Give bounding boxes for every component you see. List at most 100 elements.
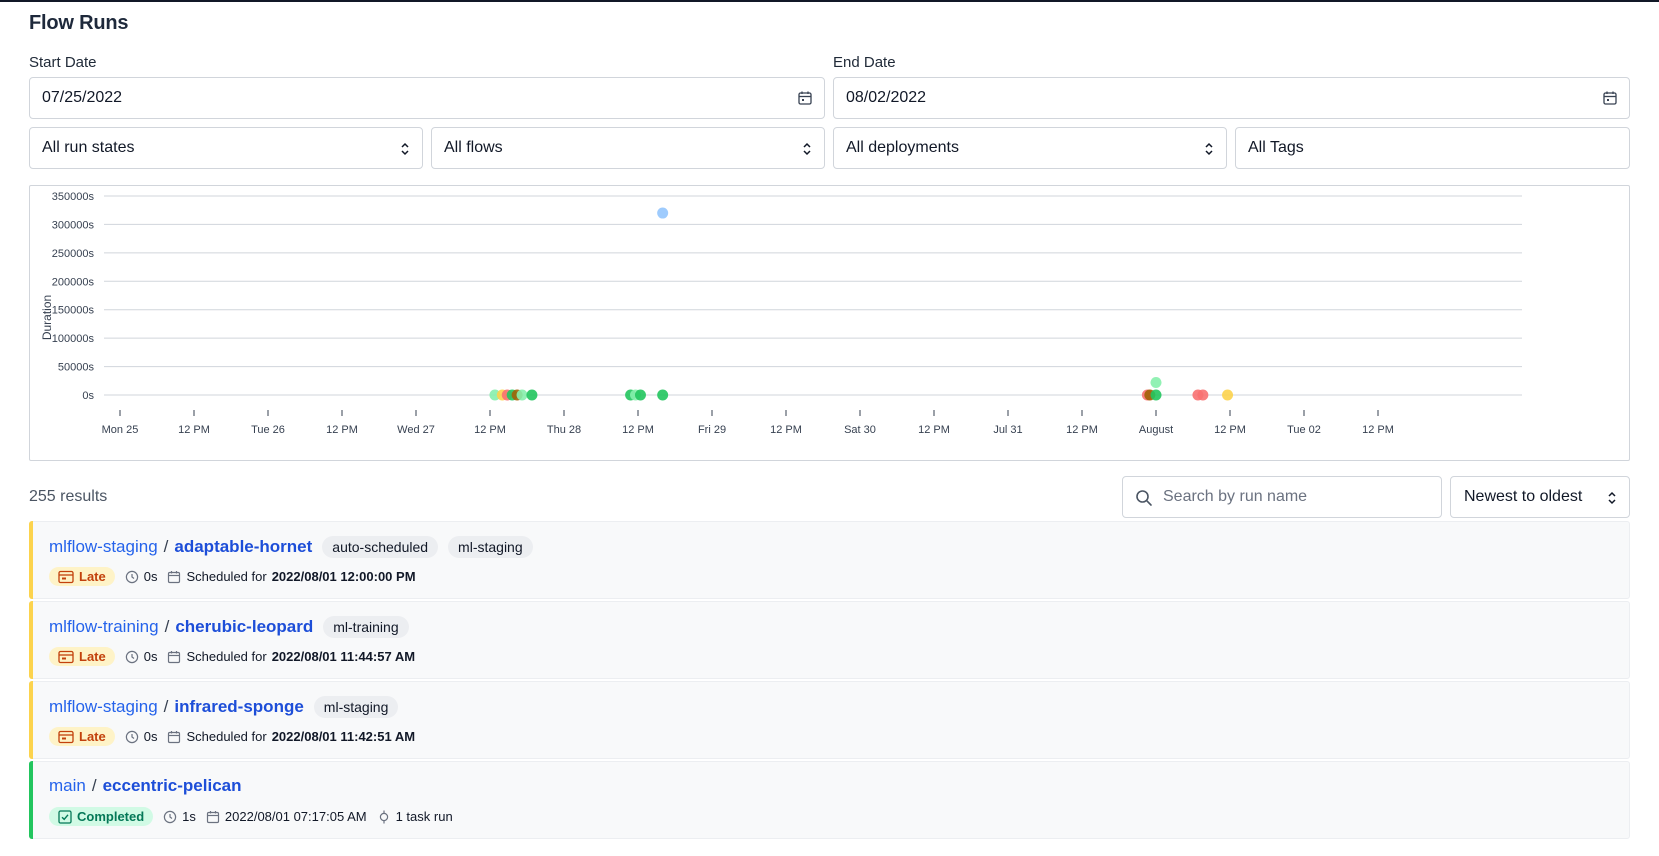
flows-value: All flows — [444, 139, 503, 156]
x-tick-label: Thu 28 — [547, 424, 581, 436]
y-tick-label: 300000s — [52, 219, 95, 231]
sort-value: Newest to oldest — [1464, 488, 1583, 505]
start-date-value: 07/25/2022 — [42, 89, 123, 106]
state-bar — [29, 761, 33, 839]
chart-point-completed[interactable] — [634, 389, 646, 401]
flow-name-link[interactable]: main — [49, 776, 86, 795]
flow-run-card[interactable]: main / eccentric-pelican Completed 1s 2022/08… — [29, 761, 1630, 839]
start-date-input[interactable]: 07/25/2022 — [29, 77, 825, 119]
title-separator: / — [163, 697, 169, 716]
y-tick-label: 200000s — [52, 276, 95, 288]
state-bar — [29, 681, 33, 759]
flow-run-card[interactable]: mlflow-staging / infrared-sponge ml-staging… — [29, 681, 1630, 759]
sort-select[interactable]: Newest to oldest — [1450, 476, 1630, 518]
flow-run-card[interactable]: mlflow-staging / adaptable-hornet auto-sche… — [29, 521, 1630, 599]
top-border — [0, 0, 1659, 2]
chart-point-running[interactable] — [657, 207, 669, 219]
chevron-up-down-icon — [1608, 491, 1616, 505]
chevron-up-down-icon — [1205, 142, 1213, 156]
y-tick-label: 0s — [82, 390, 94, 402]
time-prefix: Scheduled for — [186, 569, 267, 584]
late-icon — [58, 570, 74, 583]
run-duration: 0s — [125, 729, 158, 744]
state-bar — [29, 521, 33, 599]
x-tick-label: Sat 30 — [844, 424, 876, 436]
deployments-select[interactable]: All deployments — [833, 127, 1227, 169]
run-name-link[interactable]: cherubic-leopard — [175, 617, 314, 636]
run-time: Scheduled for 2022/08/01 11:42:51 AM — [167, 729, 415, 744]
time-value: 2022/08/01 11:44:57 AM — [271, 649, 416, 664]
state-badge: Late — [49, 567, 115, 586]
tags-value: All Tags — [1248, 139, 1304, 156]
x-tick-label: Tue 02 — [1287, 424, 1321, 436]
run-title: mlflow-staging / adaptable-hornet auto-sche… — [49, 536, 533, 558]
run-states-select[interactable]: All run states — [29, 127, 423, 169]
y-tick-label: 350000s — [52, 191, 95, 203]
chevron-up-down-icon — [803, 142, 811, 156]
clock-icon — [125, 650, 138, 663]
search-input[interactable] — [1163, 488, 1423, 506]
run-tag: ml-staging — [313, 696, 399, 718]
run-tag: ml-training — [323, 616, 409, 638]
late-icon — [58, 730, 74, 743]
deployments-value: All deployments — [846, 139, 959, 156]
calendar-icon — [168, 570, 181, 583]
x-tick-label: 12 PM — [622, 424, 654, 436]
title-separator: / — [91, 776, 97, 795]
y-tick-label: 50000s — [58, 362, 95, 374]
run-title: mlflow-staging / infrared-sponge ml-staging — [49, 696, 399, 718]
run-time: Scheduled for 2022/08/01 11:44:57 AM — [167, 649, 415, 664]
end-date-value: 08/02/2022 — [846, 89, 927, 106]
run-name-link[interactable]: eccentric-pelican — [102, 776, 242, 795]
task-run-count[interactable]: 1 task run — [377, 809, 453, 824]
x-tick-label: 12 PM — [1066, 424, 1098, 436]
flow-run-card[interactable]: mlflow-training / cherubic-leopard ml-train… — [29, 601, 1630, 679]
x-tick-label: Wed 27 — [397, 424, 435, 436]
clock-icon — [125, 730, 138, 743]
x-tick-label: 12 PM — [326, 424, 358, 436]
time-prefix: Scheduled for — [186, 729, 267, 744]
chart-point-completed[interactable] — [1150, 389, 1162, 401]
end-date-label: End Date — [833, 54, 896, 71]
chart-point-late[interactable] — [1222, 389, 1234, 401]
tags-input[interactable]: All Tags — [1235, 127, 1630, 169]
flows-select[interactable]: All flows — [431, 127, 825, 169]
run-time: Scheduled for 2022/08/01 12:00:00 PM — [167, 569, 416, 584]
flow-name-link[interactable]: mlflow-training — [49, 617, 159, 636]
chart-point-completed[interactable] — [657, 389, 669, 401]
calendar-icon[interactable] — [797, 90, 813, 106]
title-separator: / — [163, 537, 169, 556]
task-run-icon — [379, 810, 388, 823]
late-icon — [58, 650, 74, 663]
state-label: Completed — [77, 809, 145, 824]
page-title: Flow Runs — [29, 12, 129, 34]
duration-value: 1s — [182, 809, 196, 824]
flow-name-link[interactable]: mlflow-staging — [49, 537, 158, 556]
state-label: Late — [79, 729, 106, 744]
duration-value: 0s — [143, 729, 158, 744]
run-title: main / eccentric-pelican — [49, 776, 242, 796]
y-tick-label: 250000s — [52, 248, 95, 260]
x-tick-label: Jul 31 — [993, 424, 1022, 436]
run-name-link[interactable]: adaptable-hornet — [174, 537, 313, 556]
duration-value: 0s — [143, 649, 158, 664]
search-box[interactable] — [1122, 476, 1442, 518]
chart-point-failed[interactable] — [1197, 389, 1209, 401]
calendar-icon[interactable] — [1602, 90, 1618, 106]
flow-runs-chart: 350000s 300000s 250000s 200000s 150000s 10000… — [29, 185, 1630, 461]
x-tick-label: 12 PM — [178, 424, 210, 436]
check-icon — [58, 809, 72, 824]
x-tick-label: August — [1139, 424, 1173, 436]
run-time: 2022/08/01 07:17:05 AM — [206, 809, 367, 824]
calendar-icon — [168, 730, 181, 743]
run-states-value: All run states — [42, 139, 135, 156]
end-date-input[interactable]: 08/02/2022 — [833, 77, 1630, 119]
run-duration: 0s — [125, 649, 158, 664]
run-name-link[interactable]: infrared-sponge — [174, 697, 304, 716]
chart-point-completed_light[interactable] — [516, 389, 528, 401]
flow-name-link[interactable]: mlflow-staging — [49, 697, 158, 716]
state-label: Late — [79, 649, 106, 664]
chart-point-completed_light[interactable] — [1150, 376, 1162, 388]
chart-point-completed[interactable] — [526, 389, 538, 401]
x-tick-label: 12 PM — [1362, 424, 1394, 436]
